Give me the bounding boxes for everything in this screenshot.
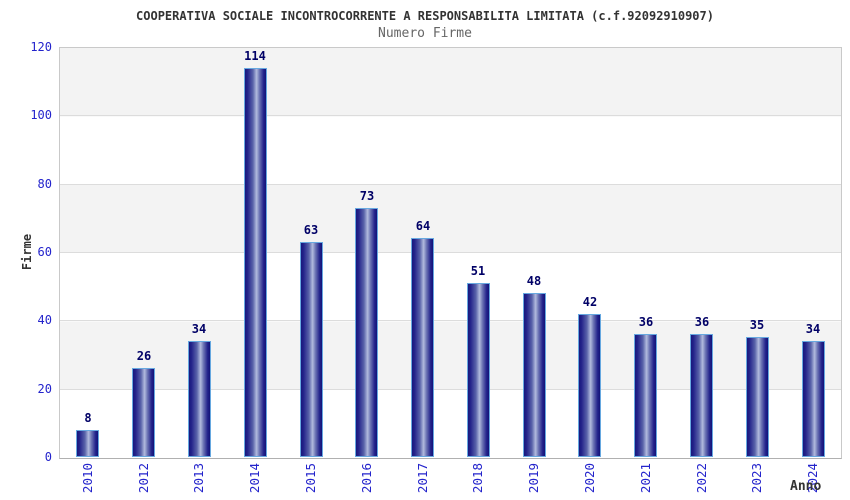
bar-2015 <box>300 241 323 457</box>
bar-2017 <box>411 238 434 457</box>
bar-2014 <box>244 67 267 457</box>
bar-2024 <box>802 340 825 457</box>
x-tick-label: 2021 <box>638 462 653 494</box>
x-tick-label: 2013 <box>191 462 206 494</box>
y-tick-label: 100 <box>30 108 52 123</box>
y-tick-label: 60 <box>37 245 52 259</box>
x-tick-label: 2019 <box>526 462 541 494</box>
x-tick-label: 2014 <box>247 462 262 494</box>
x-tick-label: 2023 <box>749 462 764 494</box>
bar-2021 <box>634 334 657 457</box>
bar-value-label: 34 <box>805 321 821 336</box>
bar-value-label: 35 <box>749 318 765 333</box>
bar-2013 <box>188 340 211 457</box>
bar-value-label: 48 <box>526 274 542 288</box>
bar-value-label: 26 <box>136 349 152 364</box>
bar-2018 <box>467 282 490 457</box>
chart-subtitle: Numero Firme <box>378 26 472 41</box>
bar-2020 <box>578 313 601 457</box>
gridline <box>60 183 841 185</box>
y-tick-label: 20 <box>37 381 52 396</box>
bar-2016 <box>355 207 378 457</box>
x-tick-label: 2017 <box>415 462 430 494</box>
gridline <box>60 115 841 117</box>
y-tick-label: 0 <box>44 450 52 464</box>
x-tick-label: 2015 <box>303 462 318 494</box>
bar-2010 <box>76 429 99 457</box>
gridline <box>60 388 841 390</box>
gridline <box>60 252 841 253</box>
x-tick-label: 2016 <box>359 462 374 494</box>
x-tick-label: 2010 <box>80 462 95 494</box>
x-tick-label: 2020 <box>582 462 597 494</box>
x-axis-label: Anno <box>790 479 822 494</box>
bar-value-label: 34 <box>191 321 207 336</box>
bar-value-label: 36 <box>638 315 654 329</box>
x-tick-label: 2012 <box>136 462 151 494</box>
bar-value-label: 73 <box>359 188 375 203</box>
bar-value-label: 114 <box>244 48 266 63</box>
y-tick-label: 80 <box>37 176 52 191</box>
y-tick-label: 40 <box>37 313 52 328</box>
x-tick-label: 2022 <box>694 462 709 494</box>
chart-title: COOPERATIVA SOCIALE INCONTROCORRENTE A R… <box>136 9 714 23</box>
bar-2019 <box>523 293 546 457</box>
bar-value-label: 42 <box>582 294 598 309</box>
bar-value-label: 63 <box>303 222 319 237</box>
bar-value-label: 8 <box>84 410 92 425</box>
bar-2022 <box>690 334 713 457</box>
gridline <box>60 320 841 322</box>
bar-2023 <box>746 337 769 457</box>
y-axis-label: Firme <box>20 233 34 271</box>
x-tick-label: 2018 <box>470 462 485 494</box>
bar-value-label: 36 <box>694 315 710 329</box>
bar-value-label: 64 <box>415 219 431 234</box>
plot-area <box>59 47 842 459</box>
bar-value-label: 51 <box>470 263 486 278</box>
bar-2012 <box>132 368 155 457</box>
y-tick-label: 120 <box>30 40 52 54</box>
